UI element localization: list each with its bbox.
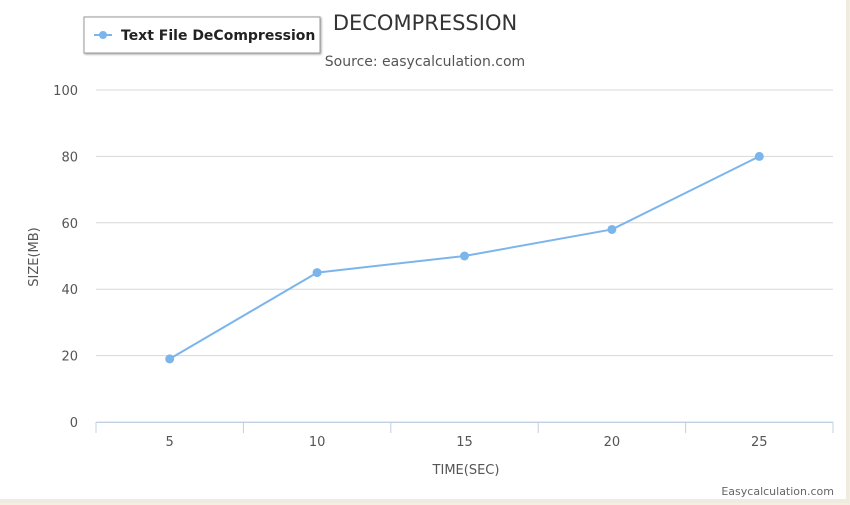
x-axis: 5 10 15 20 25	[95, 422, 834, 450]
chart-title: DECOMPRESSION	[333, 11, 517, 35]
x-tick-label: 10	[309, 435, 326, 450]
legend[interactable]: Text File DeCompression	[83, 16, 321, 54]
x-tick-label: 25	[751, 435, 768, 450]
y-tick-label: 100	[53, 84, 78, 99]
series-group	[165, 151, 764, 364]
y-axis-title: SIZE(MB)	[27, 227, 42, 286]
legend-box	[83, 16, 321, 54]
x-axis-title: TIME(SEC)	[432, 463, 500, 478]
data-point[interactable]	[165, 354, 175, 364]
y-tick-label: 80	[61, 150, 78, 165]
legend-item-label[interactable]: Text File DeCompression	[121, 28, 315, 44]
x-tick-label: 5	[166, 435, 174, 450]
data-point[interactable]	[460, 251, 469, 261]
x-tick-label: 20	[604, 435, 621, 450]
y-tick-label: 60	[61, 217, 78, 232]
y-tick-label: 0	[70, 416, 78, 431]
y-tick-label: 20	[61, 350, 78, 365]
data-point[interactable]	[754, 151, 764, 161]
chart-subtitle: Source: easycalculation.com	[325, 54, 525, 70]
data-point[interactable]	[607, 224, 617, 234]
data-point[interactable]	[312, 268, 322, 278]
x-tick-label: 15	[456, 435, 473, 450]
legend-point-marker	[99, 31, 107, 39]
y-tick-labels: 0 20 40 60 80 100	[53, 84, 78, 431]
credit-link[interactable]: Easycalculation.com	[721, 485, 834, 498]
y-tick-label: 40	[61, 283, 78, 298]
